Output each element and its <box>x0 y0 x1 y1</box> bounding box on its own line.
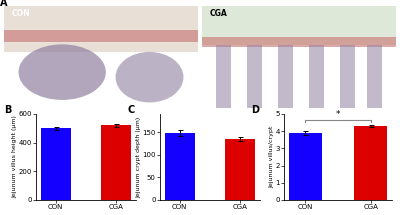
FancyBboxPatch shape <box>4 30 198 42</box>
FancyBboxPatch shape <box>247 45 262 108</box>
FancyBboxPatch shape <box>340 45 355 108</box>
Bar <box>164 133 195 200</box>
FancyBboxPatch shape <box>309 45 324 108</box>
FancyBboxPatch shape <box>216 45 231 108</box>
Y-axis label: Jejunum crypt depth (μm): Jejunum crypt depth (μm) <box>136 116 141 198</box>
FancyBboxPatch shape <box>202 6 396 45</box>
Bar <box>289 133 322 200</box>
Text: A: A <box>0 0 8 8</box>
Bar <box>40 128 71 200</box>
Y-axis label: Jejunum villus height (μm): Jejunum villus height (μm) <box>12 115 17 198</box>
Text: CON: CON <box>12 9 30 18</box>
Text: *: * <box>336 110 340 119</box>
FancyBboxPatch shape <box>4 6 198 52</box>
Ellipse shape <box>18 44 106 100</box>
Text: C: C <box>128 105 135 115</box>
FancyBboxPatch shape <box>367 45 382 108</box>
Ellipse shape <box>116 52 184 102</box>
Text: CGA: CGA <box>210 9 228 18</box>
Bar <box>101 125 132 200</box>
Text: B: B <box>4 105 11 115</box>
Y-axis label: Jejunum villus/crypt: Jejunum villus/crypt <box>269 126 274 188</box>
Bar <box>225 139 256 200</box>
Bar <box>354 126 387 200</box>
Text: D: D <box>252 105 260 115</box>
FancyBboxPatch shape <box>278 45 293 108</box>
FancyBboxPatch shape <box>202 37 396 47</box>
